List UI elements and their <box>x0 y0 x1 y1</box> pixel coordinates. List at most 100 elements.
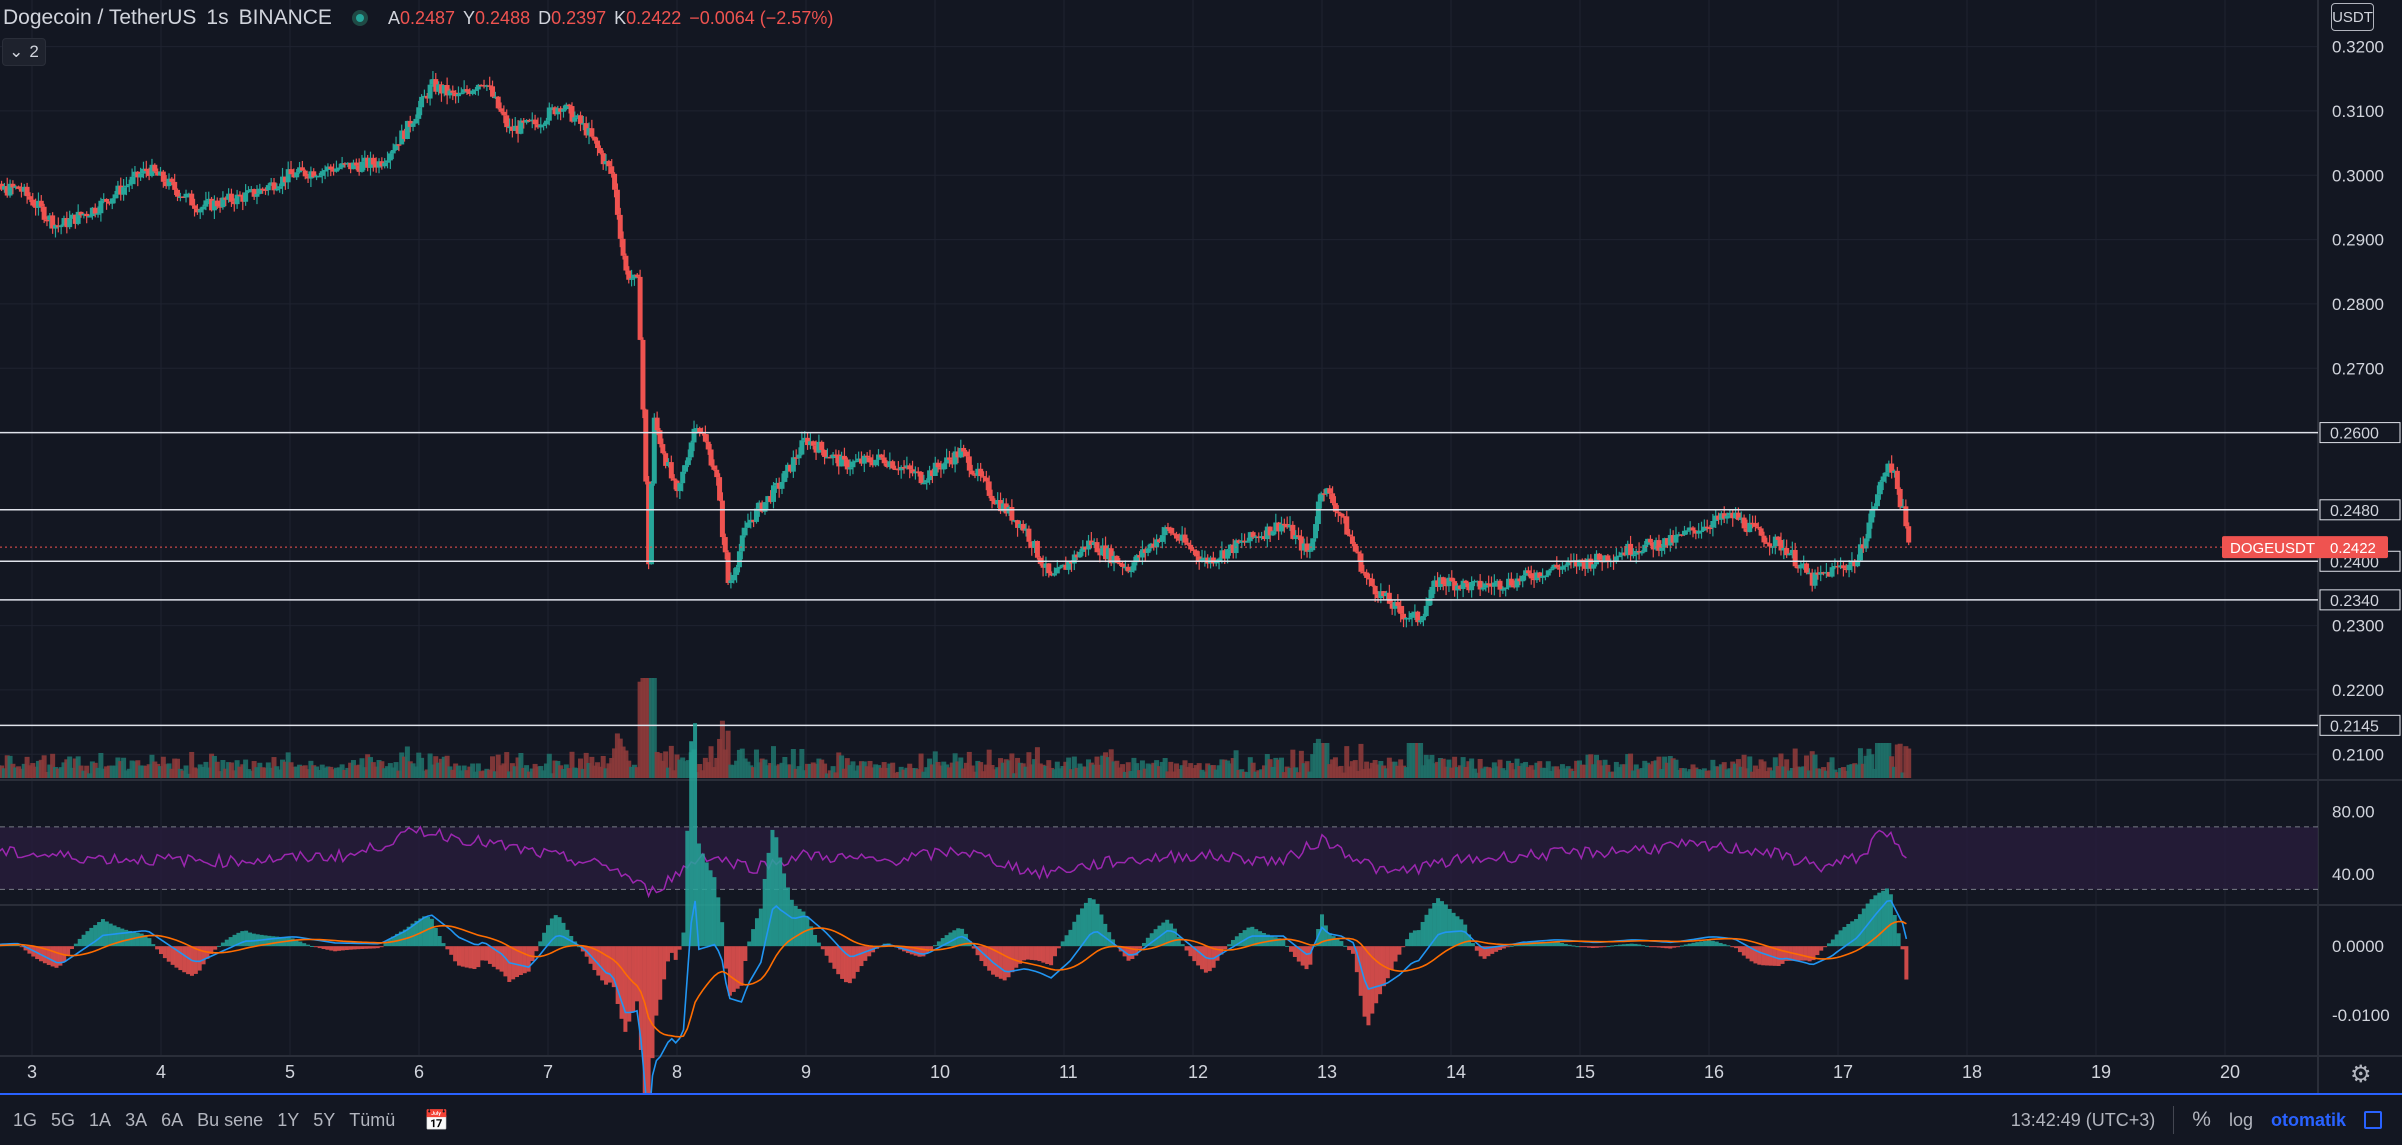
macd-histogram-bar <box>852 946 856 978</box>
price-tag-value: 0.2422 <box>2330 540 2376 557</box>
macd-histogram-bar <box>1239 933 1243 946</box>
timeframe-1g[interactable]: 1G <box>6 1110 44 1131</box>
macd-histogram-bar <box>666 946 670 961</box>
clock-label[interactable]: 13:42:49 (UTC+3) <box>2011 1110 2156 1131</box>
macd-histogram-bar <box>1374 946 1378 1003</box>
candle-body <box>490 86 495 96</box>
candle-body <box>578 115 583 124</box>
candle-body <box>320 171 325 176</box>
macd-histogram-bar <box>74 944 78 947</box>
currency-button[interactable]: USDT <box>2331 3 2374 31</box>
macd-histogram-bar <box>1026 946 1030 959</box>
macd-histogram-bar <box>627 946 631 1021</box>
timeframe-1a[interactable]: 1A <box>82 1110 118 1131</box>
macd-histogram-bar <box>229 937 233 946</box>
candle-body <box>1793 550 1798 566</box>
candle-body <box>303 171 308 177</box>
candle-body <box>672 478 677 480</box>
candle-body <box>203 200 208 206</box>
candle-body <box>717 477 722 500</box>
macd-histogram-bar <box>349 946 353 950</box>
symbol-legend: Dogecoin / TetherUS 1s BINANCE A0.2487 Y… <box>3 6 833 30</box>
macd-axis-label: 0.0000 <box>2332 937 2384 956</box>
candle-body <box>1492 583 1497 587</box>
macd-histogram-bar <box>1475 946 1479 951</box>
macd-histogram-bar <box>1386 946 1390 978</box>
macd-histogram-bar <box>732 946 736 992</box>
macd-histogram-bar <box>1022 946 1026 960</box>
indicator-collapse-button[interactable]: ⌄ 2 <box>2 38 46 66</box>
macd-histogram-bar <box>1080 908 1084 946</box>
macd-histogram-bar <box>1823 946 1827 947</box>
macd-histogram-bar <box>1703 941 1707 946</box>
timeframe-all[interactable]: Tümü <box>342 1110 402 1131</box>
macd-histogram-bar <box>271 936 275 946</box>
macd-histogram-bar <box>724 946 728 968</box>
candle-body <box>819 442 824 450</box>
macd-histogram-bar <box>213 946 217 949</box>
candle-body <box>215 201 220 207</box>
candle-body <box>1353 544 1358 552</box>
candle-body <box>87 216 92 218</box>
candle-body <box>499 108 504 111</box>
candle-body <box>1344 516 1349 534</box>
candle-body <box>289 169 294 174</box>
timeframe-ytd[interactable]: Bu sene <box>190 1110 270 1131</box>
macd-histogram-bar <box>1421 922 1425 946</box>
timeframe-5y[interactable]: 5Y <box>306 1110 342 1131</box>
macd-histogram-bar <box>376 946 380 948</box>
macd-histogram-bar <box>561 923 565 946</box>
candle-body <box>1463 581 1468 583</box>
macd-histogram-bar <box>1757 946 1761 965</box>
macd-histogram-bar <box>856 946 860 972</box>
macd-histogram-bar <box>333 946 337 951</box>
macd-histogram-bar <box>1877 893 1881 946</box>
candle-body <box>1761 536 1766 543</box>
percent-toggle[interactable]: % <box>2192 1108 2211 1132</box>
candle-body <box>609 166 614 174</box>
candle-body <box>388 153 393 160</box>
auto-scale-toggle[interactable]: otomatik <box>2271 1110 2346 1131</box>
candle-body <box>1035 541 1040 558</box>
timeframe-1y[interactable]: 1Y <box>270 1110 306 1131</box>
candle-body <box>459 93 464 95</box>
calendar-range-icon[interactable]: 📅 <box>424 1108 449 1133</box>
macd-histogram-bar <box>457 946 461 965</box>
candle-body <box>850 462 855 468</box>
macd-histogram-bar <box>1630 944 1634 947</box>
candle-body <box>1168 528 1173 534</box>
candle-body <box>337 168 342 170</box>
macd-histogram-bar <box>1610 946 1614 947</box>
macd-histogram-bar <box>1707 940 1711 946</box>
exchange-label: BINANCE <box>239 6 332 30</box>
interval-label[interactable]: 1s <box>206 6 228 30</box>
log-toggle[interactable]: log <box>2229 1110 2253 1131</box>
candle-body <box>799 440 804 454</box>
macd-histogram-bar <box>318 946 322 948</box>
candle-body <box>865 456 870 458</box>
candle-body <box>655 418 660 431</box>
expand-icon[interactable] <box>2364 1111 2382 1129</box>
timeframe-6a[interactable]: 6A <box>154 1110 190 1131</box>
candle-body <box>1563 565 1568 567</box>
timeframe-5g[interactable]: 5G <box>44 1110 82 1131</box>
timeframe-3a[interactable]: 3A <box>118 1110 154 1131</box>
candle-body <box>470 91 475 94</box>
macd-histogram-bar <box>140 934 144 947</box>
macd-histogram-bar <box>759 909 763 947</box>
macd-histogram-bar <box>225 940 229 947</box>
macd-histogram-bar <box>372 946 376 948</box>
macd-histogram-bar <box>1037 946 1041 961</box>
candle-body <box>1327 488 1332 493</box>
macd-histogram-bar <box>1603 946 1607 947</box>
macd-histogram-bar <box>1842 927 1846 946</box>
candle-body <box>867 457 872 462</box>
candle-body <box>161 172 166 182</box>
candle-body <box>391 150 396 153</box>
candle-body <box>44 220 49 222</box>
gear-icon[interactable]: ⚙ <box>2350 1060 2372 1089</box>
symbol-title[interactable]: Dogecoin / TetherUS <box>3 6 196 30</box>
price-axis-label: 0.2100 <box>2332 745 2384 764</box>
bottom-toolbar: 1G 5G 1A 3A 6A Bu sene 1Y 5Y Tümü 📅 13:4… <box>0 1093 2402 1145</box>
